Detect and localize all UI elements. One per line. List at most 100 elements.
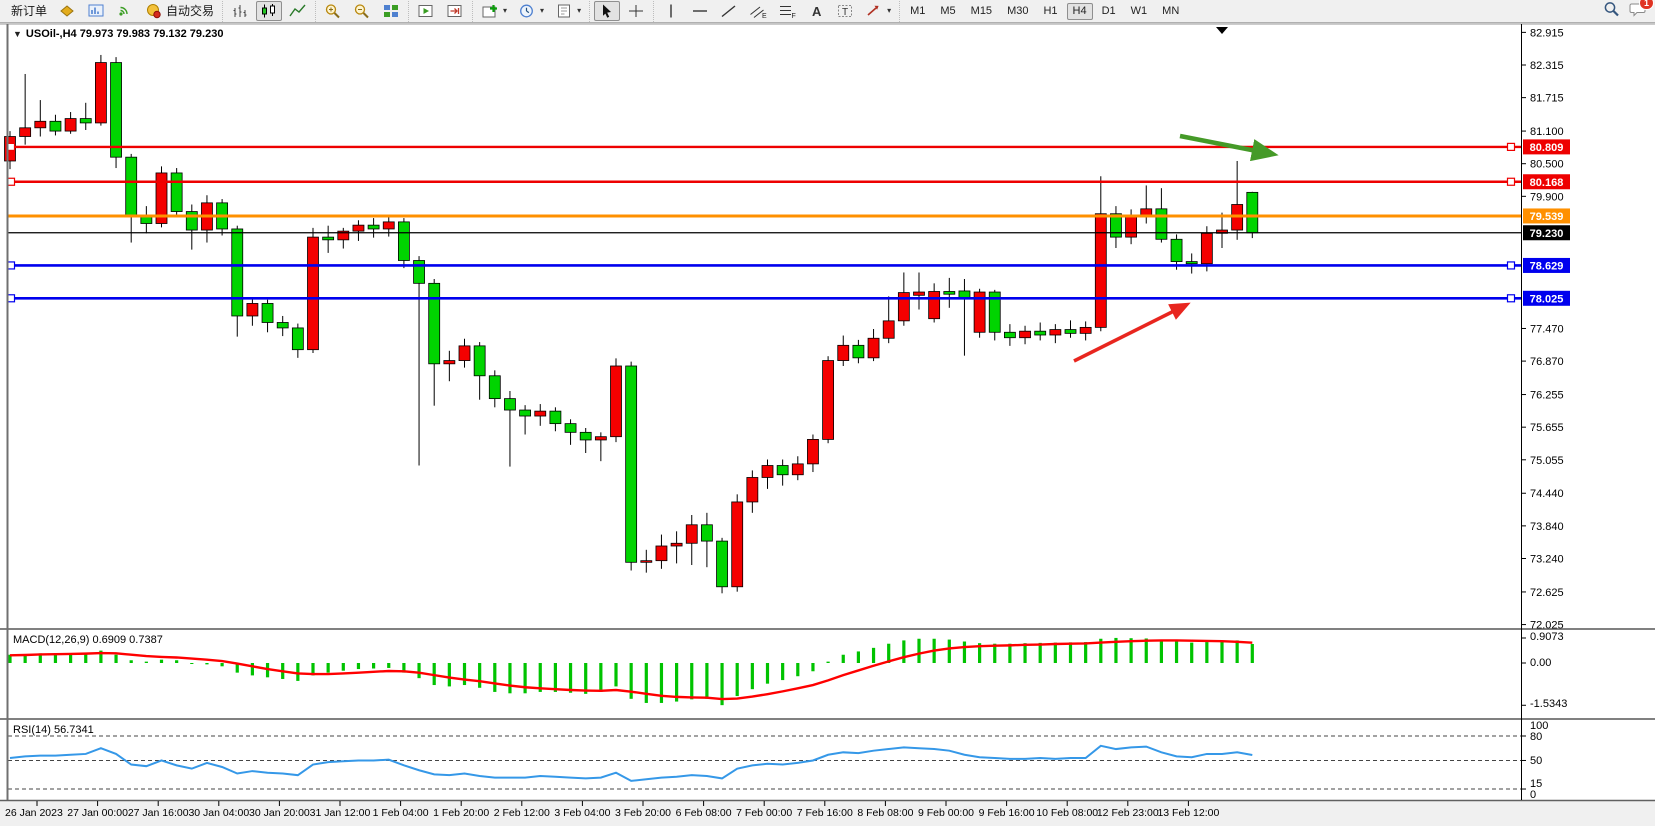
- macd-histogram-bar: [341, 663, 345, 671]
- cursor-icon[interactable]: [594, 1, 621, 21]
- candle-bull: [1019, 330, 1031, 339]
- new-order-button[interactable]: 新订单: [7, 3, 51, 19]
- time-axis[interactable]: 26 Jan 2023 27 Jan 00:00 27 Jan 16:00 30 Ja…: [5, 801, 1219, 819]
- macd-histogram-bar: [993, 643, 997, 663]
- time-tick-label: 30 Jan 20:00: [249, 807, 310, 819]
- horizontal-line-icon[interactable]: [687, 1, 713, 21]
- macd-axis-label: -1.5343: [1530, 698, 1567, 710]
- line-chart-icon[interactable]: [285, 1, 311, 21]
- line-handle[interactable]: [1506, 142, 1516, 151]
- macd-histogram-bar: [508, 663, 512, 694]
- line-handle[interactable]: [6, 261, 16, 270]
- candle-bull: [443, 360, 456, 365]
- candle-bear: [1246, 191, 1259, 234]
- auto-scroll-icon[interactable]: [413, 1, 439, 21]
- line-handle[interactable]: [1506, 261, 1516, 270]
- timeframe-m30[interactable]: M30: [1007, 4, 1029, 17]
- candle-bear: [852, 344, 865, 359]
- channel-icon[interactable]: E: [745, 1, 771, 21]
- search-icon[interactable]: [1603, 1, 1621, 22]
- macd-histogram-bar: [553, 663, 557, 692]
- candlestick-chart-icon[interactable]: [256, 1, 283, 21]
- auto-trading-button[interactable]: 自动交易: [141, 1, 218, 21]
- candle-bull: [594, 436, 607, 441]
- chart-shift-icon[interactable]: [442, 1, 468, 21]
- indicators-icon[interactable]: ▾: [477, 1, 511, 21]
- price-tick-label: 72.625: [1530, 587, 1564, 599]
- chevron-down-icon[interactable]: ▾: [540, 6, 545, 15]
- price-tick-label: 73.840: [1530, 521, 1564, 533]
- chart-window-icon[interactable]: [83, 1, 109, 21]
- candle-bull: [64, 118, 77, 132]
- macd-histogram-bar: [1038, 642, 1042, 663]
- macd-histogram-bar: [690, 663, 694, 700]
- candle-bull: [458, 345, 471, 361]
- candle-bear: [1034, 330, 1047, 336]
- green-trend-arrow[interactable]: [1179, 133, 1279, 162]
- price-tag-78.025-text: 78.025: [1530, 293, 1564, 305]
- chevron-down-icon[interactable]: ▾: [503, 6, 508, 15]
- rsi-axis-label: 15: [1530, 778, 1542, 790]
- chevron-down-icon[interactable]: ▾: [577, 6, 582, 15]
- trendline-icon[interactable]: [716, 1, 742, 21]
- candle-bull: [307, 236, 319, 351]
- chevron-down-icon[interactable]: ▾: [887, 6, 892, 15]
- templates-icon[interactable]: ▾: [551, 1, 585, 21]
- candle-bull: [640, 560, 653, 563]
- macd-panel: [8, 637, 1254, 706]
- symbol-dropdown-icon[interactable]: ▼: [13, 29, 22, 39]
- line-handle[interactable]: [6, 142, 16, 151]
- text-icon[interactable]: A: [803, 1, 829, 21]
- candle-bear: [291, 327, 304, 351]
- timeframe-m15[interactable]: M15: [970, 4, 993, 17]
- gold-icon[interactable]: [54, 1, 80, 21]
- candle-bull: [761, 465, 774, 478]
- scroll-position-marker[interactable]: [1216, 27, 1228, 34]
- price-axis[interactable]: 82.915 82.315 81.715 81.100 80.500 79.900 77.4…: [1521, 27, 1570, 801]
- rsi-panel: [8, 735, 1521, 790]
- timeframe-w1[interactable]: W1: [1130, 4, 1148, 17]
- candle-bear: [504, 398, 516, 411]
- candle-bull: [1200, 232, 1213, 265]
- tile-windows-icon[interactable]: [378, 1, 404, 21]
- red-trend-arrow[interactable]: [1073, 302, 1191, 363]
- timeframe-m1[interactable]: M1: [910, 4, 926, 17]
- price-tick-label: 75.655: [1530, 422, 1564, 434]
- fibonacci-icon[interactable]: F: [774, 1, 800, 21]
- macd-histogram-bar: [1068, 642, 1073, 663]
- zoom-out-icon[interactable]: [349, 1, 375, 21]
- bar-chart-icon[interactable]: [227, 1, 253, 21]
- macd-histogram-bar: [584, 663, 588, 694]
- signal-icon[interactable]: [112, 1, 138, 21]
- vertical-line-icon[interactable]: [658, 1, 684, 21]
- periods-icon[interactable]: ▾: [514, 1, 548, 21]
- candle-bull: [1079, 326, 1092, 334]
- line-handle[interactable]: [6, 177, 16, 186]
- timeframe-mn[interactable]: MN: [1162, 4, 1180, 17]
- macd-histogram-bar: [311, 663, 315, 676]
- timeframe-h1[interactable]: H1: [1043, 4, 1058, 17]
- candle-bull: [837, 344, 850, 361]
- macd-histogram-bar: [38, 653, 42, 663]
- candle-bear: [397, 221, 410, 261]
- shapes-icon[interactable]: ▾: [861, 1, 895, 21]
- timeframe-m5[interactable]: M5: [940, 4, 956, 17]
- chat-icon[interactable]: 1: [1629, 0, 1654, 22]
- timeframe-group: M1 M5 M15 M30 H1 H4 D1 W1 MN: [900, 1, 1189, 22]
- line-handle[interactable]: [6, 294, 16, 303]
- timeframe-d1[interactable]: D1: [1101, 4, 1116, 17]
- macd-histogram-bar: [811, 663, 815, 672]
- macd-signal-line: [9, 639, 1253, 701]
- label-icon[interactable]: T: [832, 1, 858, 21]
- crosshair-icon[interactable]: [623, 1, 649, 21]
- candle-bull: [1125, 214, 1137, 238]
- line-handle[interactable]: [1506, 177, 1516, 186]
- candle-bull: [973, 291, 986, 333]
- timeframe-h4[interactable]: H4: [1066, 2, 1093, 20]
- zoom-in-icon[interactable]: [320, 1, 346, 21]
- macd-histogram-bar: [750, 663, 754, 690]
- candle-bear: [473, 345, 486, 377]
- line-handle[interactable]: [1506, 294, 1516, 303]
- svg-text:T: T: [842, 7, 848, 18]
